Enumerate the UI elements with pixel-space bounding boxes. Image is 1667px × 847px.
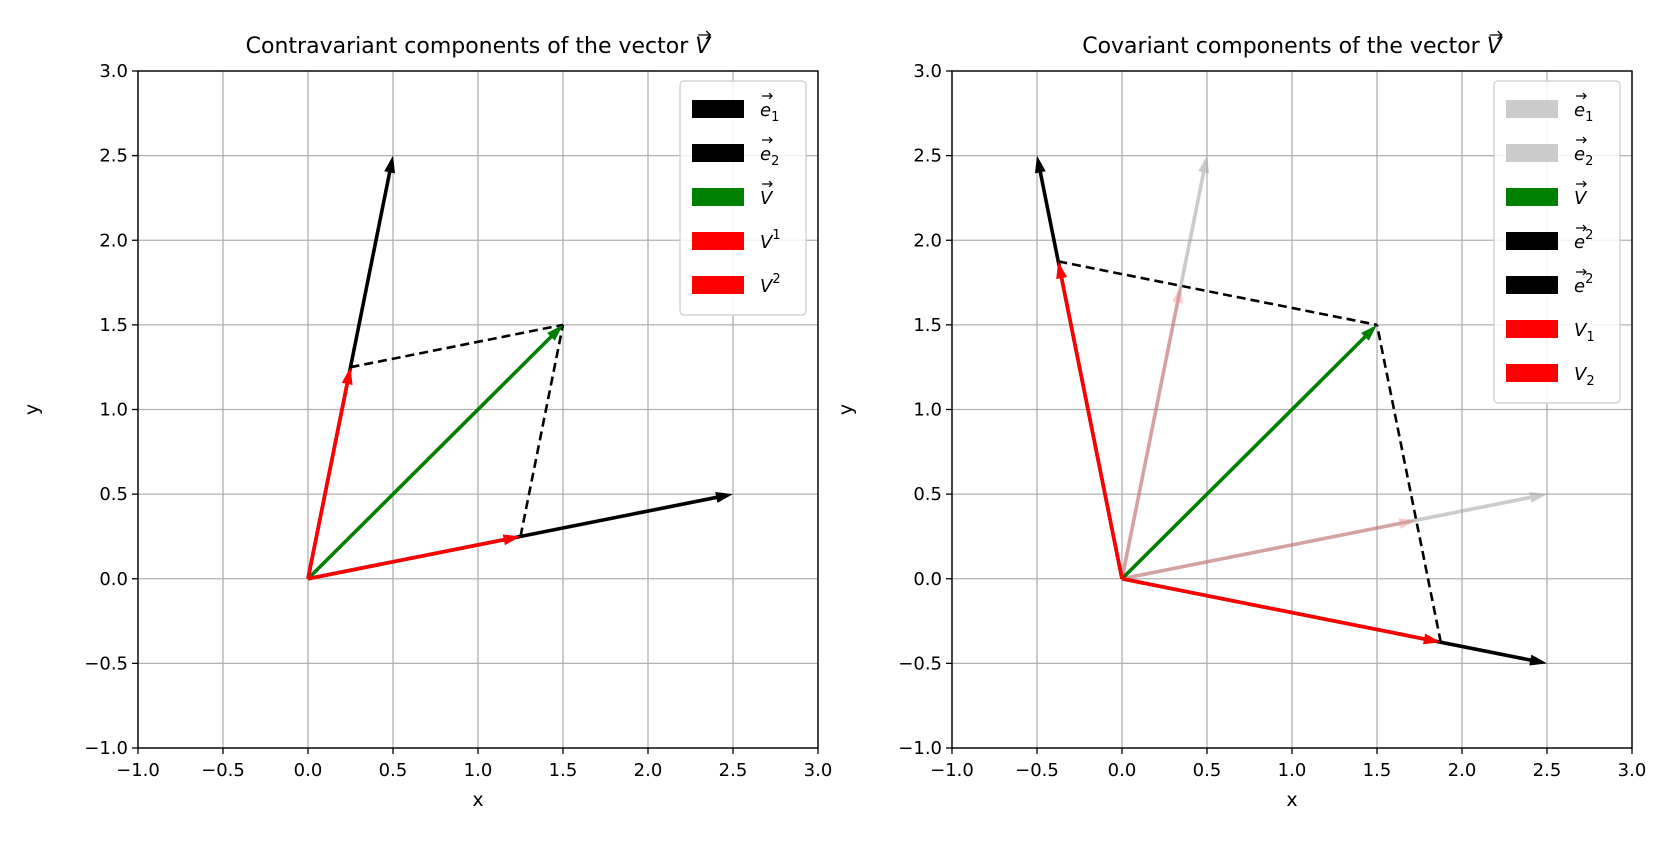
y-tick-label: 1.5 [99, 315, 128, 336]
x-tick-label: 1.5 [1363, 760, 1392, 781]
legend-entry-label: e2 [760, 144, 779, 169]
legend-swatch [692, 188, 744, 206]
y-tick-label: 1.0 [913, 400, 942, 421]
legend-entry-label: e2 [1574, 228, 1593, 254]
x-axis-label: x [1286, 789, 1297, 811]
legend-swatch [692, 232, 744, 250]
legend-entry-label: e1 [1574, 100, 1593, 125]
x-tick-label: 0.5 [379, 760, 408, 781]
vector-arrow [1121, 492, 1547, 581]
legend-entry-label: V1 [760, 228, 781, 254]
legend-swatch [1506, 364, 1558, 382]
y-tick-label: 0.0 [99, 569, 128, 590]
dashed-projection-line [350, 323, 564, 369]
y-tick-label: 3.0 [913, 61, 942, 82]
y-tick-label: 0.0 [913, 569, 942, 590]
title-vector-accent [1489, 30, 1503, 40]
y-tick-label: −0.5 [84, 653, 128, 674]
y-tick-label: 0.5 [913, 484, 942, 505]
legend-entry-label: V1 [1574, 320, 1595, 345]
legend-swatch [1506, 232, 1558, 250]
legend-entry-label: V [760, 188, 774, 209]
dashed-projection-line [519, 324, 565, 537]
x-tick-label: 0.0 [294, 760, 323, 781]
dashed-projection-line [1057, 260, 1378, 327]
x-axis-label: x [472, 789, 483, 811]
x-tick-label: 1.0 [1278, 760, 1307, 781]
x-tick-label: 2.5 [1533, 760, 1562, 781]
vector-arrow [306, 324, 563, 581]
x-tick-label: −1.0 [116, 760, 160, 781]
y-tick-label: 2.5 [913, 146, 942, 167]
y-tick-label: −0.5 [898, 653, 942, 674]
legend-entry-label: V [1574, 188, 1588, 209]
x-tick-label: 3.0 [804, 760, 833, 781]
y-tick-label: −1.0 [898, 738, 942, 759]
chart-covariant: −1.0 −0.5 0.0 0.5 1.0 1.5 2.0 2.5 3.0 −1.0 −0.5 0.0… [835, 30, 1647, 811]
legend-swatch [692, 276, 744, 294]
legend-swatch [1506, 188, 1558, 206]
x-tick-label: 2.5 [719, 760, 748, 781]
legend-entry-label: e2 [1574, 144, 1593, 169]
y-tick-label: 2.0 [913, 230, 942, 251]
vector-arrow [306, 367, 353, 580]
y-tick-label: 2.0 [99, 230, 128, 251]
x-tick-label: −0.5 [1015, 760, 1059, 781]
legend-entry-label: e1 [760, 100, 779, 125]
vector-arrow [1120, 324, 1377, 581]
y-axis-label: y [835, 404, 857, 415]
legend-entry-label: e2 [1574, 272, 1593, 298]
legend-swatch [1506, 144, 1558, 162]
vector-arrow [1056, 261, 1124, 580]
y-tick-label: −1.0 [84, 738, 128, 759]
y-axis-label: y [21, 404, 43, 415]
x-tick-label: 0.0 [1108, 760, 1137, 781]
x-tick-label: 1.0 [464, 760, 493, 781]
legend-swatch [1506, 100, 1558, 118]
y-tick-label: 3.0 [99, 61, 128, 82]
legend-entry-label: V2 [1574, 364, 1595, 389]
legend-entry-label: V2 [760, 272, 781, 298]
chart-title: Contravariant components of the vector V [246, 34, 713, 59]
legend-swatch [692, 144, 744, 162]
y-tick-label: 2.5 [99, 146, 128, 167]
legend-swatch [1506, 320, 1558, 338]
x-tick-label: 0.5 [1193, 760, 1222, 781]
x-tick-label: −1.0 [930, 760, 974, 781]
chart-contravariant: −1.0 −0.5 0.0 0.5 1.0 1.5 2.0 2.5 3.0 −1.0 −0.5 0.0… [21, 30, 833, 811]
x-tick-label: −0.5 [201, 760, 245, 781]
vector-arrow [1121, 576, 1441, 645]
x-tick-label: 2.0 [634, 760, 663, 781]
legend-swatch [1506, 276, 1558, 294]
chart-title: Covariant components of the vector V [1082, 34, 1504, 59]
legend: e1 e2 V V1 V2 [679, 80, 807, 316]
vector-arrow [307, 534, 521, 581]
vector-arrow [1120, 155, 1210, 580]
x-tick-label: 2.0 [1448, 760, 1477, 781]
x-tick-label: 3.0 [1618, 760, 1647, 781]
title-vector-accent [698, 30, 712, 40]
dashed-projection-line [1375, 324, 1443, 643]
legend: e1 e2 Ve2 e2 V1 V2 [1493, 80, 1621, 404]
vector-arrow [1120, 285, 1183, 580]
legend-swatch [692, 100, 744, 118]
y-tick-label: 1.5 [913, 315, 942, 336]
vector-arrow [1121, 518, 1417, 581]
y-tick-label: 1.0 [99, 400, 128, 421]
x-tick-label: 1.5 [549, 760, 578, 781]
y-tick-label: 0.5 [99, 484, 128, 505]
